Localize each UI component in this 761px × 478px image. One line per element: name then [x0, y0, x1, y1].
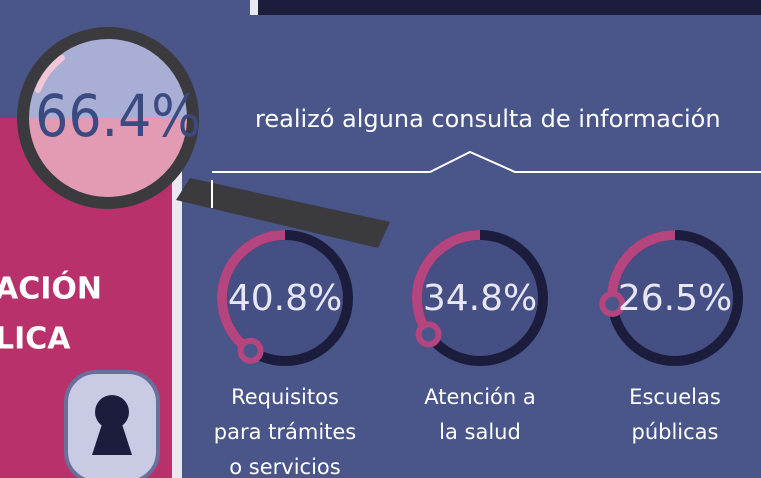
side-title: ACIÓN	[0, 270, 102, 307]
headline-value: 66.4%	[35, 82, 201, 150]
headline-text: realizó alguna consulta de información	[255, 105, 721, 133]
gauge-knob	[599, 290, 626, 317]
gauge-knob	[415, 321, 442, 348]
magnifier-handle	[176, 178, 390, 248]
gauge-label: públicas	[632, 420, 719, 444]
gauge-label: Escuelas	[629, 385, 721, 409]
top-bar	[250, 0, 761, 15]
gauge-label: o servicios	[229, 455, 340, 478]
magnifier-ring	[17, 27, 199, 209]
gauge-label: la salud	[439, 420, 521, 444]
gauge-label: Atención a	[424, 385, 536, 409]
gauge-arc	[412, 230, 481, 338]
side-title: LICA	[0, 322, 71, 357]
side-strip	[172, 130, 182, 478]
gauge-value: 34.8%	[423, 278, 537, 319]
top-bar-edge	[250, 0, 258, 15]
gauge-label: para trámites	[214, 420, 357, 444]
gauge-value: 26.5%	[618, 278, 732, 319]
glint	[35, 55, 65, 93]
keyhole	[92, 418, 132, 455]
gauge-label: Requisitos	[231, 385, 339, 409]
divider	[211, 150, 761, 208]
gauge-arc	[607, 230, 676, 305]
gauge-arc	[217, 230, 286, 355]
gauge-knob	[237, 337, 264, 364]
gauge-value: 40.8%	[228, 278, 342, 319]
